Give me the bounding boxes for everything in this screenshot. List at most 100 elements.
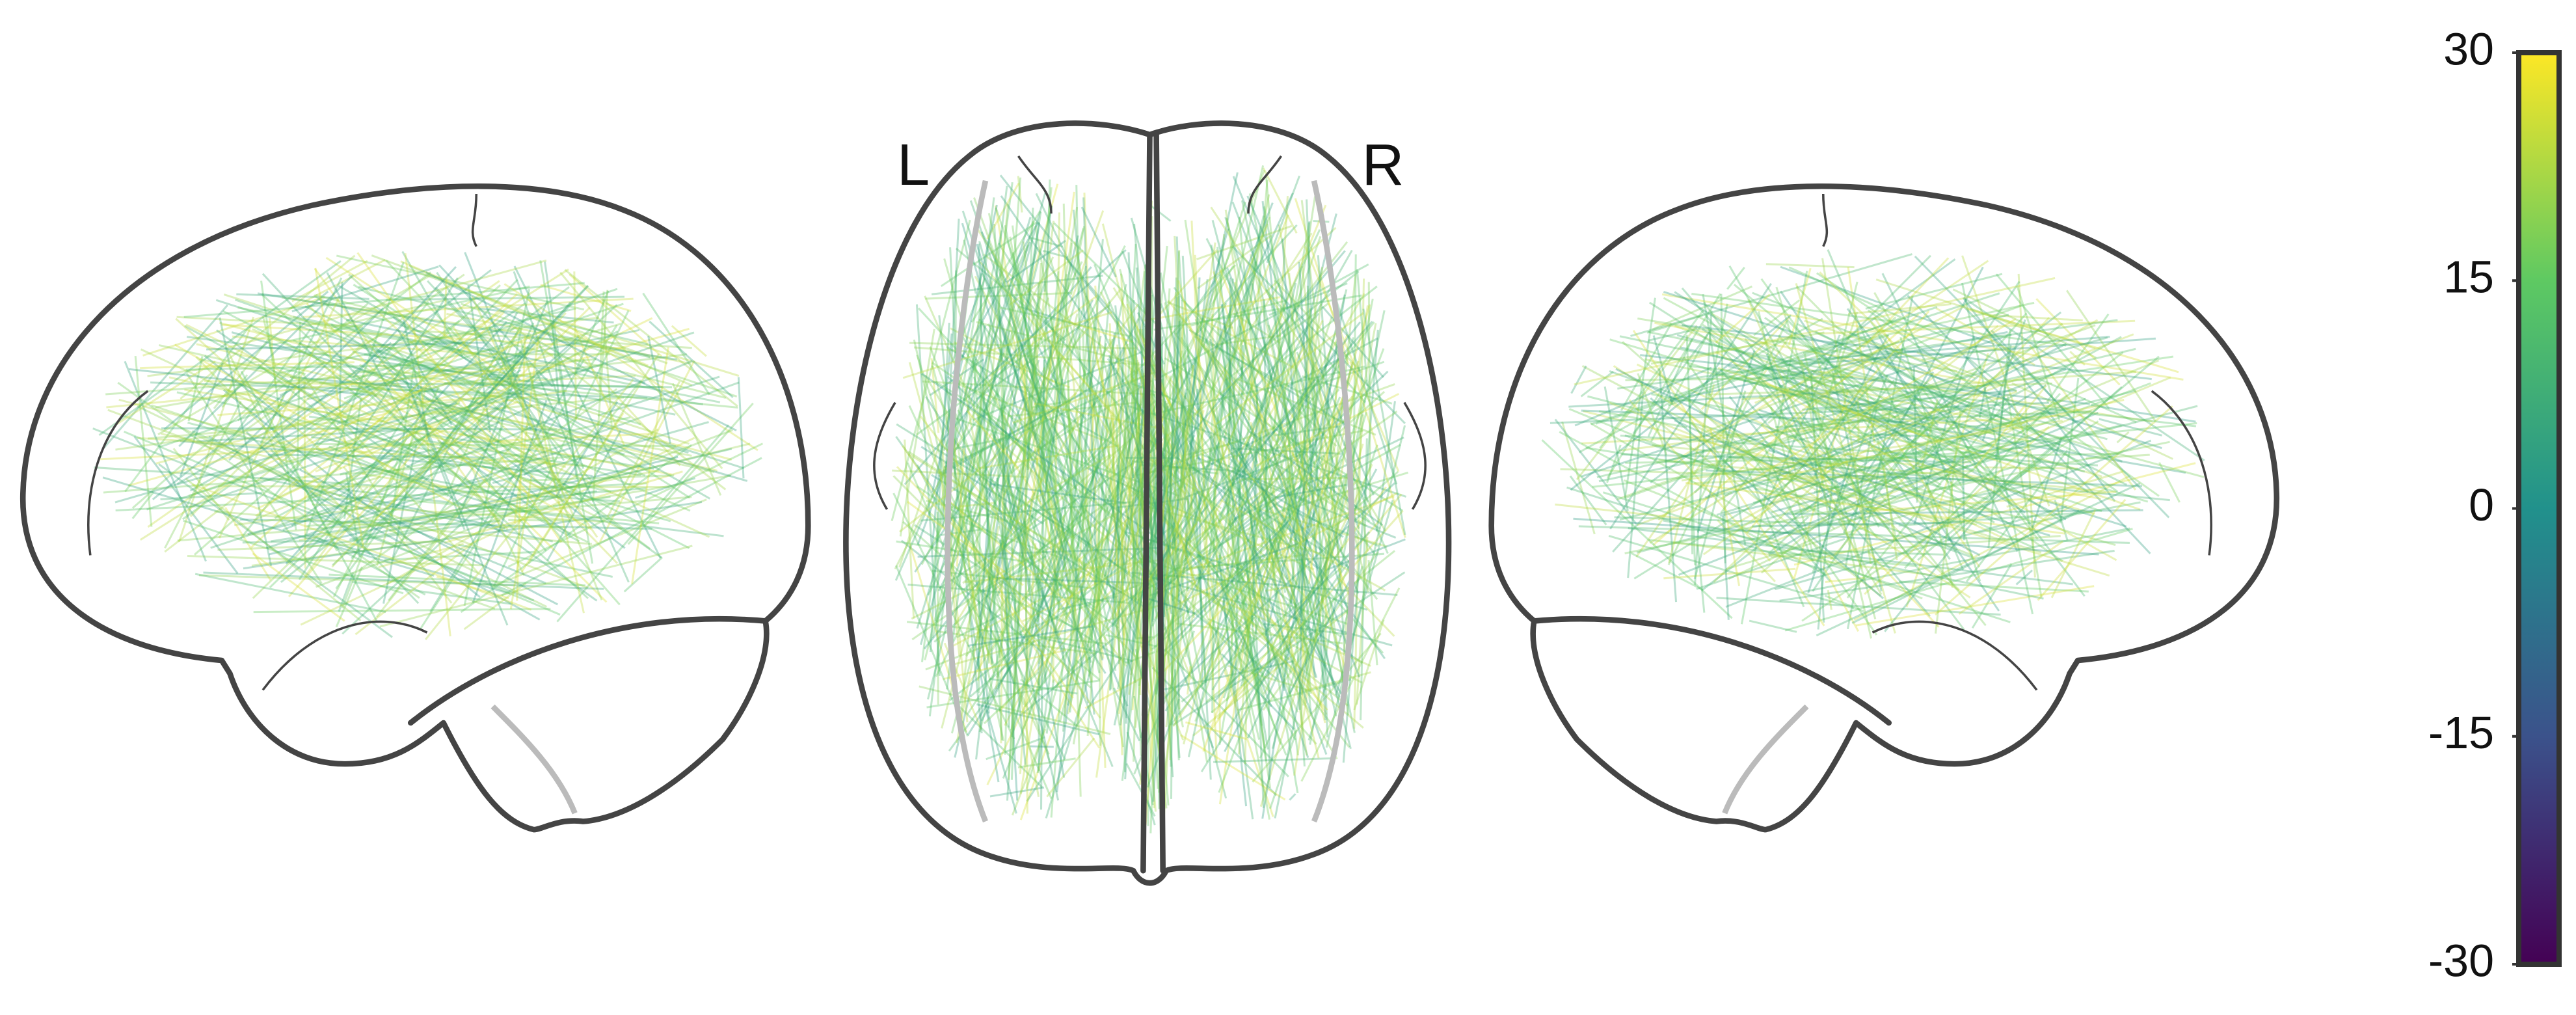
- connectome-edge: [459, 353, 688, 384]
- connectome-edge: [1807, 457, 1853, 593]
- connectome-edge: [1138, 329, 1299, 713]
- connectome-edge: [989, 557, 1101, 719]
- connectome-edge: [385, 295, 625, 301]
- connectome-edge: [1590, 306, 1938, 426]
- connectome-edge: [908, 405, 1043, 691]
- connectome-edge: [412, 329, 692, 349]
- connectome-edge: [340, 442, 454, 476]
- connectome-edge: [1724, 368, 2067, 496]
- connectome-edge: [1103, 459, 1196, 631]
- connectome-edge: [438, 264, 554, 388]
- connectome-edge: [1144, 301, 1187, 825]
- connectome-edge: [479, 301, 572, 405]
- connectome-edge: [447, 325, 521, 494]
- connectome-edge: [1058, 206, 1079, 312]
- connectome-edge: [1713, 458, 1842, 583]
- connectome-edge: [1609, 401, 1822, 487]
- connectome-edge: [933, 509, 1088, 643]
- connectome-edge: [1250, 422, 1326, 724]
- connectome-edge: [1263, 623, 1351, 636]
- connectome-edge: [1079, 271, 1147, 522]
- connectome-edge: [1173, 249, 1353, 564]
- connectome-edge: [315, 448, 502, 509]
- connectome-edge: [961, 223, 1069, 583]
- connectome-edge: [1274, 279, 1363, 373]
- connectome-edge: [1134, 466, 1173, 615]
- connectome-edge: [131, 303, 369, 509]
- connectome-edge: [189, 331, 695, 508]
- connectome-edge: [1161, 398, 1282, 745]
- connectome-edge: [1146, 544, 1364, 729]
- connectome-edge: [326, 272, 405, 421]
- connectome-edge: [1860, 312, 2028, 504]
- connectome-edge: [1116, 344, 1157, 812]
- connectome-edge: [987, 213, 1064, 545]
- connectome-edge: [1747, 299, 1863, 569]
- connectome-edge: [414, 438, 642, 476]
- connectome-edge: [1789, 377, 2067, 521]
- connectome-edge: [137, 405, 548, 608]
- connectome-edge: [1002, 265, 1088, 545]
- connectome-edge: [972, 314, 998, 373]
- connectome-edge: [1832, 312, 1858, 383]
- connectome-edge: [1958, 540, 2063, 615]
- connectome-edge: [1019, 305, 1079, 327]
- connectome-edge: [1717, 519, 1776, 582]
- connectome-edge: [139, 268, 569, 541]
- connectome-edge: [947, 499, 1072, 607]
- connectome-edge: [353, 284, 691, 499]
- connectome-edge: [1720, 293, 1726, 563]
- connectome-edge: [1717, 367, 1925, 437]
- connectome-edge: [1716, 398, 2086, 516]
- connectome-edge: [1028, 274, 1068, 658]
- connectome-edge: [457, 300, 548, 519]
- connectome-edge: [938, 315, 983, 734]
- connectome-edge: [1186, 437, 1343, 695]
- connectome-edge: [1650, 258, 1956, 483]
- connectome-edge: [920, 446, 1044, 525]
- connectome-edge: [1264, 348, 1342, 637]
- connectome-edge: [221, 323, 626, 350]
- connectome-edge: [1151, 666, 1278, 796]
- connectome-edge: [962, 431, 1140, 584]
- connectome-edge: [1039, 636, 1134, 662]
- connectome-edge: [958, 502, 995, 508]
- connectome-edge: [1901, 427, 2141, 511]
- connectome-edge: [1202, 334, 1348, 752]
- connectome-edge: [1226, 324, 1339, 701]
- connectome-edge: [1944, 394, 2068, 472]
- connectome-edge: [1064, 319, 1133, 344]
- connectome-edge: [1126, 731, 1156, 826]
- connectome-edge: [253, 456, 399, 522]
- connectome-edge: [1613, 365, 1971, 599]
- connectome-edge: [1011, 335, 1102, 738]
- connectome-edge: [2091, 404, 2196, 423]
- connectome-edge: [1052, 212, 1060, 683]
- connectome-edge: [1110, 243, 1137, 690]
- connectome-edge: [1283, 619, 1298, 643]
- connectome-edge: [1000, 404, 1010, 728]
- connectome-edge: [1865, 273, 2003, 310]
- connectome-edge: [936, 511, 939, 705]
- connectome-edge: [1853, 474, 2130, 621]
- connectome-edge: [252, 486, 369, 599]
- connectome-edge: [472, 399, 548, 604]
- connectome-edge: [1017, 453, 1112, 509]
- connectome-edge: [1220, 304, 1272, 668]
- connectome-edge: [1144, 296, 1280, 322]
- connectome-edge: [1844, 404, 1879, 568]
- connectome-edge: [1179, 242, 1216, 490]
- connectome-edge: [1700, 316, 1791, 411]
- connectome-edge: [1788, 473, 2042, 554]
- connectome-edge: [1157, 563, 1265, 679]
- connectome-edge: [1779, 290, 2000, 612]
- connectome-edge: [1250, 509, 1265, 808]
- connectome-edge: [1113, 396, 1127, 429]
- connectome-edge: [1628, 527, 2073, 586]
- connectome-edge: [1066, 323, 1105, 659]
- connectome-edge: [1895, 390, 2017, 437]
- connectome-edge: [514, 381, 740, 464]
- connectome-edge: [255, 478, 299, 517]
- connectome-edge: [929, 322, 950, 653]
- connectome-edge: [1778, 384, 1999, 459]
